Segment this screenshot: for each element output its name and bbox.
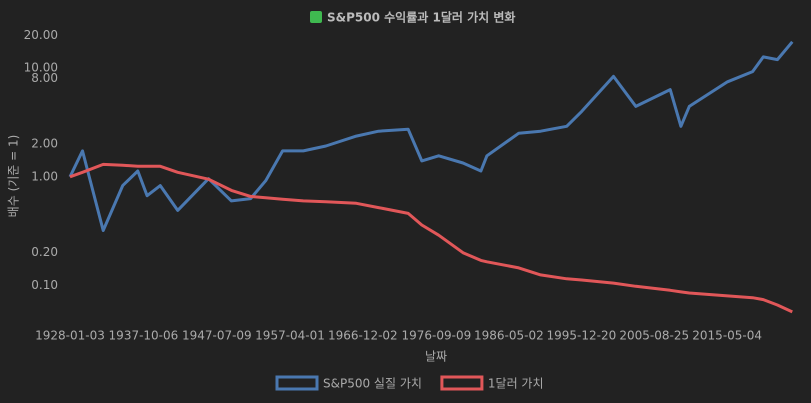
x-tick-label: 1937-10-06 (109, 329, 179, 343)
legend-swatch[interactable] (440, 375, 484, 391)
x-tick-label: 1976-09-09 (401, 329, 471, 343)
series-line (69, 162, 793, 314)
x-axis-label: 날짜 (425, 350, 447, 364)
series-line (68, 40, 794, 232)
y-tick-label: 0.20 (31, 245, 58, 259)
x-tick-label: 1995-12-20 (547, 329, 617, 343)
title-icon (310, 11, 322, 23)
y-tick-label: 0.10 (31, 278, 58, 292)
y-tick-label: 20.00 (24, 28, 58, 42)
x-tick-label: 1928-01-03 (35, 329, 105, 343)
y-axis-label: 배수 (기준 = 1) (7, 135, 21, 218)
legend-swatch[interactable] (275, 375, 319, 391)
chart-title: S&P500 수익률과 1달러 가치 변화 (327, 10, 515, 25)
x-tick-label: 1947-07-09 (182, 329, 252, 343)
legend-label[interactable]: S&P500 실질 가치 (323, 377, 422, 391)
y-tick-label: 10.00 (24, 61, 58, 75)
x-tick-label: 2015-05-04 (692, 329, 762, 343)
legend-label[interactable]: 1달러 가치 (488, 377, 544, 391)
y-tick-label: 1.00 (31, 169, 58, 183)
x-tick-label: 1986-05-02 (474, 329, 544, 343)
y-tick-label: 8.00 (31, 71, 58, 85)
x-tick-label: 1957-04-01 (255, 329, 325, 343)
y-tick-label: 2.00 (31, 137, 58, 151)
x-tick-label: 2005-08-25 (619, 329, 689, 343)
x-tick-label: 1966-12-02 (328, 329, 398, 343)
